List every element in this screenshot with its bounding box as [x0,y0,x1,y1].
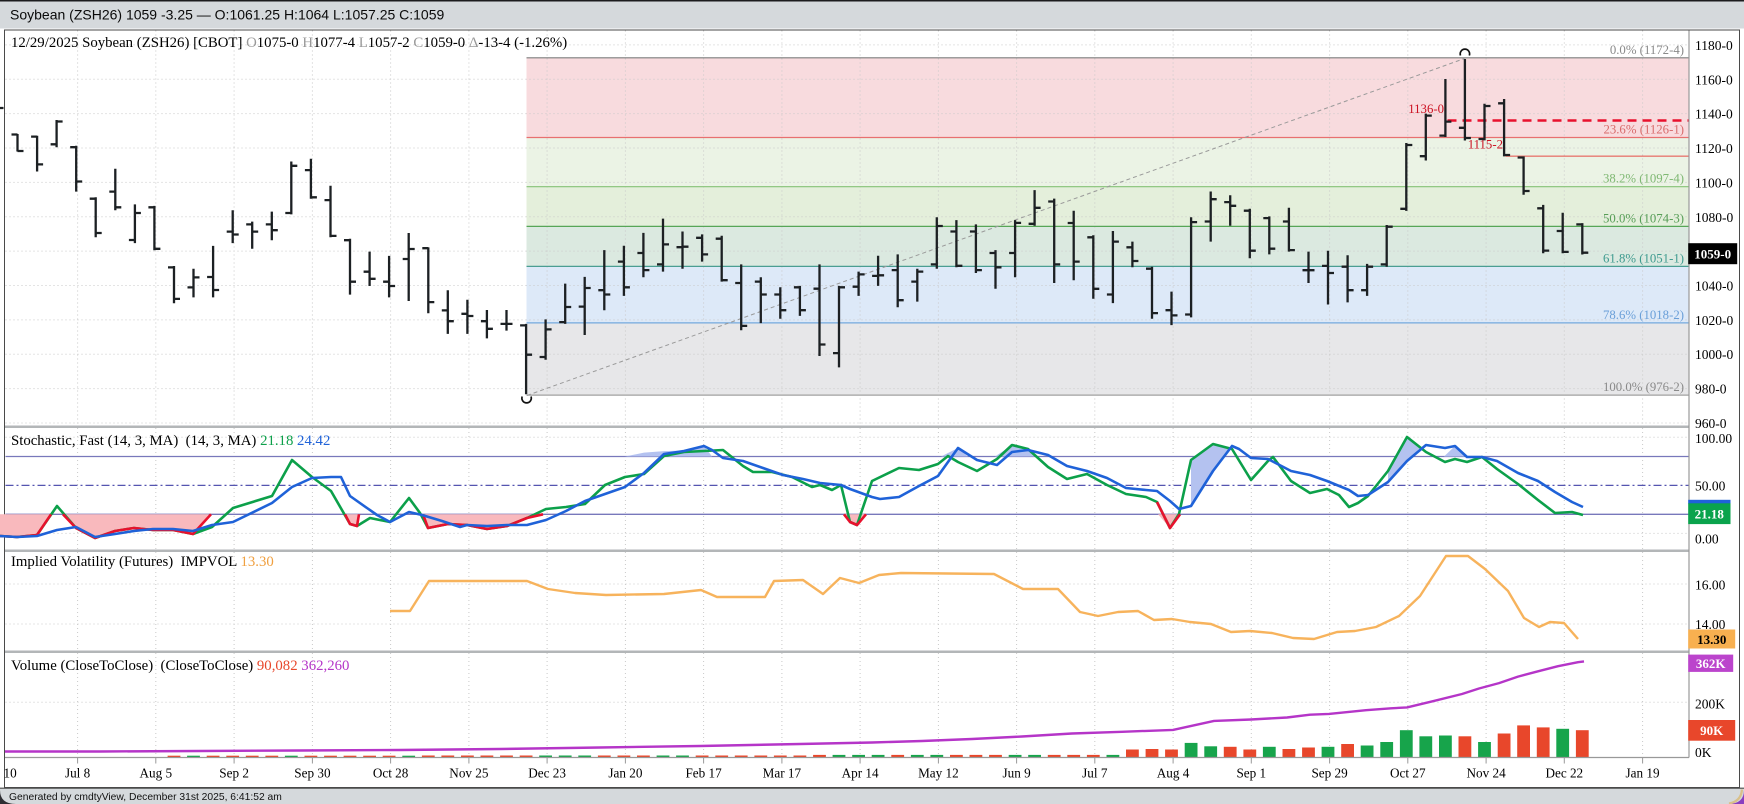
svg-text:100.0% (976-2): 100.0% (976-2) [1603,380,1684,394]
svg-text:Jan 19: Jan 19 [1626,766,1660,781]
svg-text:1180-0: 1180-0 [1695,38,1733,53]
svg-text:Dec 23: Dec 23 [528,766,566,781]
svg-text:May 12: May 12 [918,766,959,781]
svg-text:14.00: 14.00 [1695,617,1726,632]
svg-text:Oct 27: Oct 27 [1390,766,1426,781]
svg-text:1115-2: 1115-2 [1468,138,1503,152]
svg-text:61.8% (1051-1): 61.8% (1051-1) [1603,251,1684,265]
svg-text:Soybean (ZSH26) 1059 -3.25 — O: Soybean (ZSH26) 1059 -3.25 — O:1061.25 H… [10,7,445,23]
svg-text:Mar 17: Mar 17 [763,766,802,781]
svg-text:980-0: 980-0 [1695,382,1727,397]
svg-text:50.0% (1074-3): 50.0% (1074-3) [1603,211,1684,225]
svg-text:50.00: 50.00 [1695,478,1726,493]
svg-text:1136-0: 1136-0 [1408,102,1444,116]
svg-text:12/29/2025 Soybean (ZSH26) [CB: 12/29/2025 Soybean (ZSH26) [CBOT] O1075-… [11,35,567,51]
svg-text:Volume (CloseToClose) (CloseT: Volume (CloseToClose) (CloseToClose) 90,… [11,658,349,674]
svg-text:1140-0: 1140-0 [1695,107,1733,122]
svg-text:Sep 1: Sep 1 [1236,766,1266,781]
svg-text:Sep 2: Sep 2 [219,766,249,781]
svg-text:1059-0: 1059-0 [1694,246,1731,261]
svg-text:21.18: 21.18 [1695,507,1725,522]
svg-text:Nov 24: Nov 24 [1466,766,1506,781]
svg-text:90K: 90K [1700,723,1724,738]
svg-text:Nov 25: Nov 25 [449,766,489,781]
svg-text:Stochastic, Fast (14, 3, MA): Stochastic, Fast (14, 3, MA) (14, 3, MA)… [11,433,330,449]
svg-text:Sep 30: Sep 30 [294,766,331,781]
svg-text:Sep 29: Sep 29 [1311,766,1348,781]
svg-text:1160-0: 1160-0 [1695,72,1733,87]
svg-text:Apr 14: Apr 14 [842,766,879,781]
svg-text:Implied Volatility (Futures): Implied Volatility (Futures) IMPVOL 13.3… [11,554,274,570]
svg-text:0K: 0K [1695,745,1712,760]
svg-text:Jun 10: Jun 10 [0,766,17,781]
svg-text:Jul 8: Jul 8 [65,766,91,781]
svg-text:38.2% (1097-4): 38.2% (1097-4) [1603,172,1684,186]
svg-text:Jul 7: Jul 7 [1082,766,1108,781]
svg-text:16.00: 16.00 [1695,578,1726,593]
svg-text:23.6% (1126-1): 23.6% (1126-1) [1603,123,1684,137]
svg-text:362K: 362K [1696,656,1727,671]
svg-text:1100-0: 1100-0 [1695,175,1733,190]
svg-text:Aug 5: Aug 5 [139,766,172,781]
svg-text:1120-0: 1120-0 [1695,141,1733,156]
svg-text:0.0% (1172-4): 0.0% (1172-4) [1610,43,1684,57]
svg-text:Feb 17: Feb 17 [685,766,722,781]
svg-text:0.00: 0.00 [1695,531,1719,546]
svg-text:Jan 20: Jan 20 [608,766,642,781]
svg-text:Generated by cmdtyView, Decemb: Generated by cmdtyView, December 31st 20… [9,792,282,803]
svg-text:100.00: 100.00 [1695,431,1732,446]
svg-text:1000-0: 1000-0 [1695,347,1733,362]
svg-text:Oct 28: Oct 28 [373,766,409,781]
svg-text:13.30: 13.30 [1697,632,1726,647]
svg-text:Jun 9: Jun 9 [1002,766,1031,781]
svg-text:Aug 4: Aug 4 [1157,766,1190,781]
svg-text:Dec 22: Dec 22 [1545,766,1583,781]
svg-text:960-0: 960-0 [1695,416,1727,431]
svg-text:1020-0: 1020-0 [1695,313,1733,328]
svg-text:200K: 200K [1695,697,1725,712]
svg-text:1040-0: 1040-0 [1695,279,1733,294]
svg-text:1080-0: 1080-0 [1695,210,1733,225]
svg-text:78.6% (1018-2): 78.6% (1018-2) [1603,308,1684,322]
